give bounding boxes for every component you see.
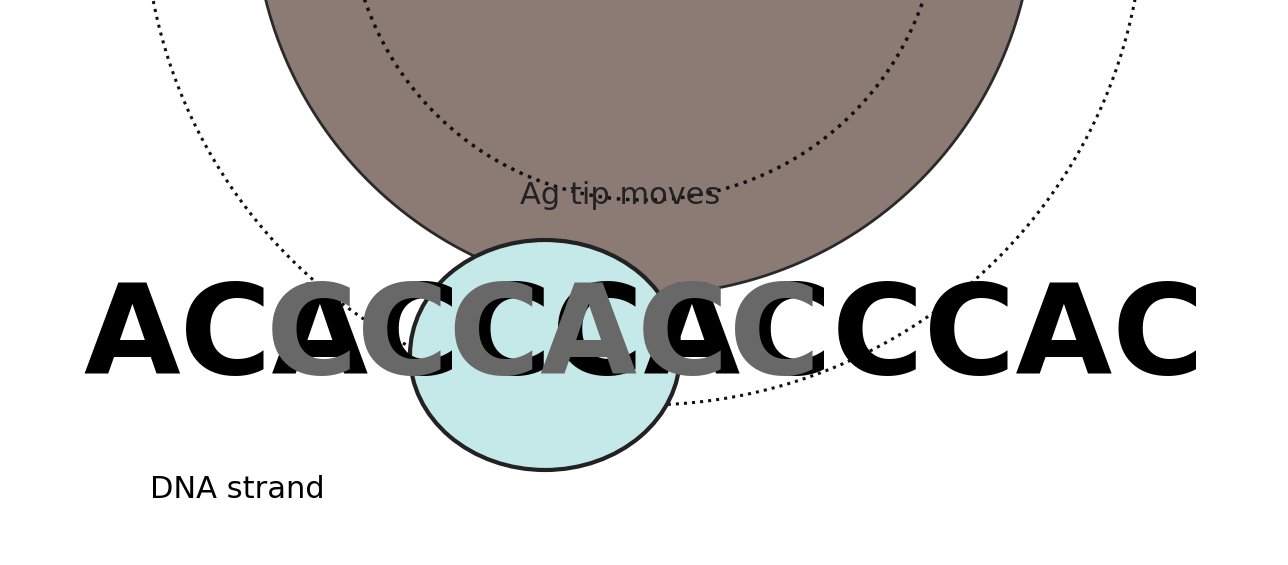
Text: ACACCCACCCAC: ACACCCACCCAC [84, 280, 1204, 401]
Text: CCCACC: CCCACC [267, 280, 822, 401]
Text: Ag tip moves: Ag tip moves [520, 180, 720, 210]
Ellipse shape [410, 240, 680, 470]
Text: DNA strand: DNA strand [149, 476, 325, 505]
Polygon shape [254, 0, 1034, 295]
